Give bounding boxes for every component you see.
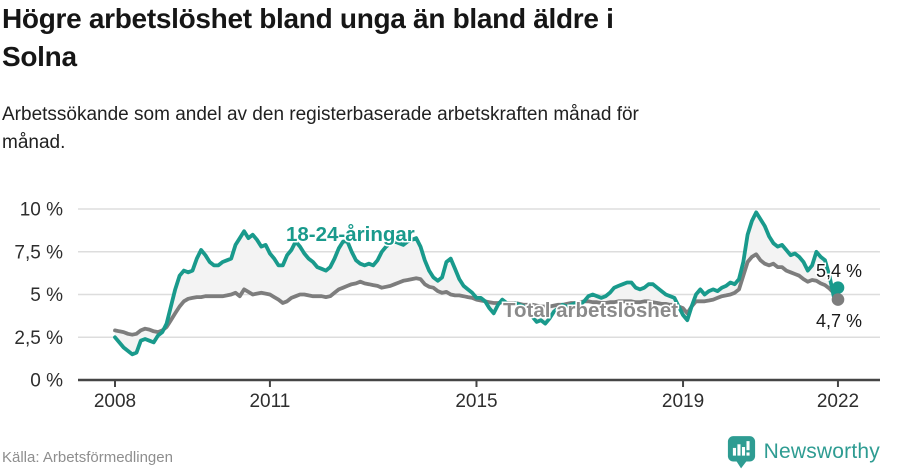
y-axis-tick-label: 0 % xyxy=(30,371,63,392)
series-label-total: Total arbetslöshet xyxy=(503,299,678,322)
chart-subtitle-line2: månad. xyxy=(2,132,66,153)
page-title: Högre arbetslöshet bland unga än bland ä… xyxy=(2,0,882,76)
end-dot-youth xyxy=(831,281,845,294)
source-note: Källa: Arbetsförmedlingen xyxy=(2,449,173,466)
x-axis-tick-label: 2011 xyxy=(249,391,290,412)
x-axis-tick-label: 2022 xyxy=(817,391,859,412)
series-gap-band xyxy=(115,212,838,355)
end-value-label-total: 4,7 % xyxy=(816,311,862,331)
newsworthy-logo: Newsworthy xyxy=(727,435,880,469)
unemployment-chart: 0 % 2,5 % 5 % 7,5 % 10 % 2008 2011 2015 2019 2022… xyxy=(0,193,900,428)
series-label-youth: 18-24-åringar xyxy=(286,223,415,246)
y-axis-tick-label: 10 % xyxy=(20,200,63,221)
chart-subtitle-line1: Arbetssökande som andel av den registerb… xyxy=(2,104,639,125)
end-value-label-youth: 5,4 % xyxy=(816,261,862,281)
y-axis-tick-label: 2,5 % xyxy=(14,328,63,349)
chart-subtitle: Arbetssökande som andel av den registerb… xyxy=(2,101,882,157)
newsworthy-logo-icon xyxy=(727,436,755,469)
x-axis-tick-label: 2019 xyxy=(662,391,704,412)
page-title-line1: Högre arbetslöshet bland unga än bland ä… xyxy=(2,3,614,34)
page-title-line2: Solna xyxy=(2,41,77,72)
y-axis-tick-label: 7,5 % xyxy=(14,242,63,263)
end-dot-total xyxy=(831,293,845,306)
chart-header: Högre arbetslöshet bland unga än bland ä… xyxy=(2,0,882,157)
x-axis-tick-label: 2008 xyxy=(94,391,136,412)
x-axis-tick-label: 2015 xyxy=(455,391,497,412)
line-chart-canvas: 0 % 2,5 % 5 % 7,5 % 10 % 2008 2011 2015 2019 2022… xyxy=(14,200,880,412)
series-line-youth xyxy=(113,210,840,357)
y-axis-tick-label: 5 % xyxy=(30,285,63,306)
newsworthy-logo-text: Newsworthy xyxy=(763,440,880,463)
